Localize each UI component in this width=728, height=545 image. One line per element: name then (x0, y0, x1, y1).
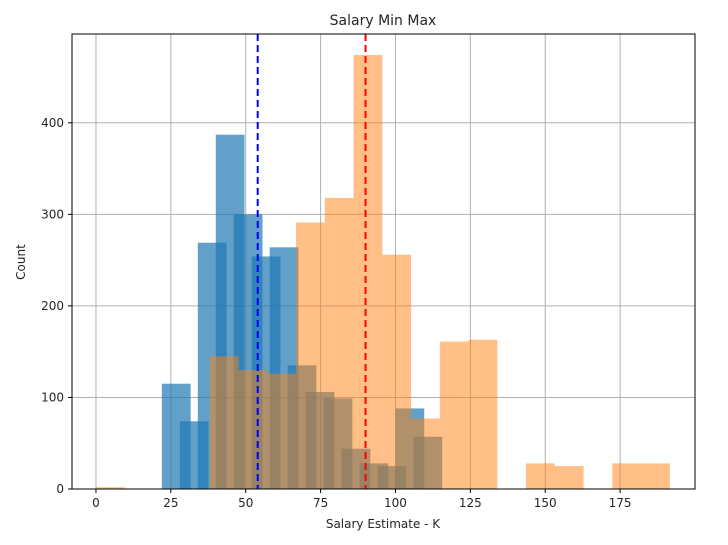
x-axis-label: Salary Estimate - K (326, 517, 441, 531)
x-tick-label: 150 (534, 496, 557, 510)
histogram-bar-series-2 (411, 418, 440, 489)
histogram-bar-series-2 (95, 487, 125, 489)
y-tick-label: 300 (41, 207, 64, 221)
x-tick-label: 175 (609, 496, 632, 510)
x-axis-ticks: 0 25 50 75 100 125 150 175 (92, 489, 632, 510)
histogram-bar-series-2 (439, 341, 469, 489)
x-tick-label: 75 (313, 496, 328, 510)
y-tick-label: 0 (56, 482, 64, 496)
histogram-bar-series-2 (612, 463, 642, 489)
histogram-bars (95, 55, 670, 490)
histogram-bar-series-2 (468, 339, 498, 489)
y-axis-ticks: 0 100 200 300 400 (41, 116, 72, 496)
histogram-bar-series-2 (353, 55, 383, 490)
x-tick-label: 0 (92, 496, 100, 510)
histogram-bar-series-2 (554, 466, 584, 489)
histogram-bar-series-2 (324, 197, 354, 490)
x-tick-label: 25 (163, 496, 178, 510)
x-tick-label: 100 (384, 496, 407, 510)
y-tick-label: 400 (41, 116, 64, 130)
chart-title: Salary Min Max (330, 13, 437, 29)
reference-lines (256, 34, 367, 489)
plot-frame (71, 33, 696, 490)
x-tick-label: 125 (459, 496, 482, 510)
histogram-bar-series-2 (238, 369, 268, 489)
histogram-bar-series-2 (267, 373, 297, 489)
x-tick-label: 50 (238, 496, 253, 510)
y-tick-label: 200 (41, 299, 64, 313)
histogram-bar-series-2 (382, 254, 412, 489)
histogram-bar-series-2 (641, 463, 670, 489)
histogram-bar-series-2 (209, 356, 239, 489)
histogram-bar-series-2 (526, 463, 555, 489)
histogram-bar-series-2 (296, 222, 325, 489)
y-axis-label: Count (14, 244, 28, 280)
y-tick-label: 100 (41, 390, 64, 404)
